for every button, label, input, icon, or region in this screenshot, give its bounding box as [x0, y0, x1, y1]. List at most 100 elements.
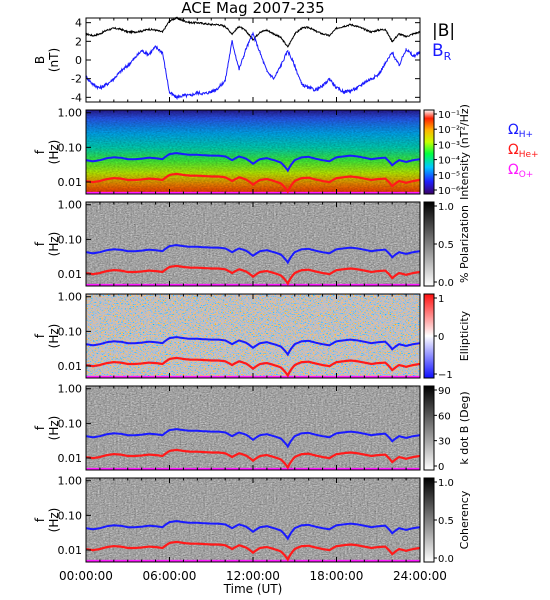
time-tick-label: 06:00:00	[143, 569, 197, 583]
field-y-unit: (nT)	[47, 48, 61, 72]
data-point-b-2	[99, 33, 101, 35]
data-point-br-35	[328, 78, 331, 80]
data-point-br-32	[308, 87, 310, 89]
data-point-b-30	[294, 33, 296, 35]
polarization-gyro-h_plus	[85, 244, 421, 265]
field-y-label: B	[33, 56, 47, 64]
data-point-br-44	[391, 51, 393, 54]
field-y-tick-label: 2	[75, 35, 82, 48]
data-point-br-10	[154, 46, 157, 48]
data-point-br-29	[287, 50, 289, 52]
data-point-b-38	[349, 23, 352, 26]
data-point-br-2	[99, 87, 101, 89]
data-point-br-24	[252, 33, 254, 35]
data-point-b-35	[328, 35, 331, 37]
data-point-br-41	[370, 78, 372, 80]
ellipticity-panel: 1 0 −1 Ellipticity	[85, 293, 471, 381]
ellipticity-y-label: f	[33, 333, 47, 338]
data-point-br-26	[266, 70, 268, 72]
data-point-br-14	[182, 94, 185, 97]
ellipticity-y-unit: (Hz)	[47, 324, 61, 349]
ellipticity-gyro-he_plus	[85, 356, 421, 378]
data-point-br-23	[245, 48, 247, 50]
data-point-b-21	[231, 33, 233, 35]
data-point-b-3	[106, 29, 108, 31]
data-point-br-46	[405, 48, 407, 50]
data-point-b-45	[398, 33, 400, 35]
polarization-texture	[86, 202, 420, 286]
data-point-b-41	[370, 31, 372, 33]
kdotb-gyro-h_plus	[85, 428, 421, 449]
coherency-texture	[86, 478, 420, 562]
data-point-b-28	[280, 37, 282, 39]
data-point-br-30	[294, 65, 296, 67]
data-point-b-8	[141, 30, 143, 32]
data-point-br-47	[412, 55, 414, 57]
data-point-b-27	[273, 33, 275, 35]
polarization-y-tick-label: 1.00	[58, 199, 83, 212]
data-point-b-5	[120, 28, 122, 30]
data-point-b-15	[189, 22, 191, 24]
intensity-y-tick-label: 1.00	[58, 107, 83, 120]
data-point-b-34	[321, 33, 324, 35]
gyro-legend-he-plus: ΩHe+	[508, 142, 539, 160]
kdotb-panel: 90 60 30 0 k dot B (Deg)	[85, 385, 471, 473]
data-point-br-5	[120, 70, 122, 72]
data-point-br-16	[196, 92, 198, 94]
data-point-br-20	[224, 79, 226, 82]
data-point-br-6	[127, 65, 129, 67]
data-point-b-6	[127, 31, 129, 33]
kdotb-y-unit: (Hz)	[47, 416, 61, 441]
data-point-br-34	[321, 85, 324, 87]
intensity-colorbar-tick-label: 10⁻³	[438, 140, 460, 151]
data-point-br-15	[189, 94, 191, 97]
data-point-br-18	[210, 91, 212, 93]
data-point-br-39	[356, 87, 358, 89]
data-point-b-26	[266, 29, 268, 31]
data-point-b-29	[287, 46, 289, 48]
intensity-colorbar-tick-label: 10⁻¹	[438, 110, 460, 121]
field-y-tick-label: -4	[71, 91, 82, 104]
ellipticity-texture	[86, 294, 420, 378]
polarization-y-label: f	[33, 241, 47, 246]
intensity-colorbar	[423, 109, 435, 195]
polarization-gyro-he_plus	[85, 264, 421, 286]
ellipticity-colorbar-tick-label: 0	[438, 332, 444, 343]
data-point-b-36	[335, 27, 338, 29]
data-point-b-37	[342, 25, 345, 27]
coherency-y-label: f	[33, 517, 47, 522]
coherency-y-tick-label: 0.01	[58, 544, 83, 557]
data-point-b-16	[196, 22, 198, 24]
kdotb-gyro-he_plus	[85, 448, 421, 470]
polarization-colorbar-tick-label: 1.0	[438, 202, 454, 213]
intensity-texture	[86, 110, 420, 194]
ellipticity-colorbar-tick-label: 1	[438, 294, 444, 305]
intensity-y-tick-label: 0.10	[58, 141, 83, 154]
field-y-tick-label: -2	[71, 73, 82, 86]
intensity-colorbar-label: Intensity (nT²/Hz)	[458, 104, 471, 200]
polarization-panel: 1.0 0.5 0.0 % Polarization	[85, 201, 471, 289]
data-point-br-19	[217, 87, 219, 89]
ellipticity-colorbar-label: Ellipticity	[458, 310, 471, 361]
data-point-b-24	[252, 38, 254, 41]
intensity-y-unit: (Hz)	[47, 140, 61, 165]
data-point-b-33	[315, 30, 317, 32]
data-point-br-3	[106, 83, 108, 85]
field-panel-bg	[86, 18, 420, 102]
data-point-br-17	[203, 93, 205, 95]
intensity-colorbar-tick-label: 10⁻²	[438, 125, 460, 136]
data-point-br-31	[301, 83, 303, 85]
legend-total-field: |B|	[432, 21, 455, 41]
data-point-b-40	[363, 28, 365, 30]
data-point-br-12	[168, 92, 171, 94]
data-point-b-10	[154, 29, 157, 31]
polarization-y-unit: (Hz)	[47, 232, 61, 257]
data-point-br-7	[134, 57, 136, 59]
data-point-br-27	[273, 78, 275, 80]
coherency-y-tick-label: 1.00	[58, 475, 83, 488]
field-y-tick-label: 0	[75, 54, 82, 67]
data-point-b-17	[203, 23, 205, 25]
coherency-colorbar	[423, 477, 435, 563]
ellipticity-colorbar	[423, 293, 435, 379]
